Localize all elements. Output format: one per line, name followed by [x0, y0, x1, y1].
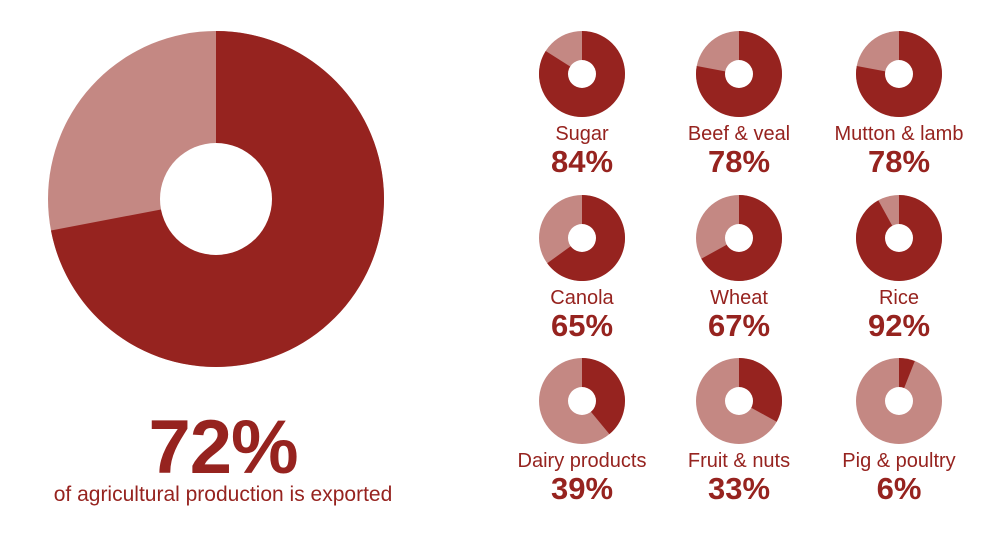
- main-caption: of agricultural production is exported: [53, 483, 393, 506]
- item-label: Pig & poultry: [842, 450, 956, 472]
- small-chart-sugar: Sugar 84%: [497, 31, 667, 181]
- donut-hole: [568, 60, 596, 88]
- donut-hole: [885, 387, 913, 415]
- item-percent: 84%: [550, 144, 614, 179]
- small-chart-dairy-products: Dairy products 39%: [497, 358, 667, 508]
- donut-hole: [725, 224, 753, 252]
- main-donut-hole: [160, 143, 272, 255]
- main-donut-chart: [48, 31, 384, 367]
- donut-hole: [885, 224, 913, 252]
- item-percent: 78%: [707, 144, 771, 179]
- small-chart-fruit-nuts: Fruit & nuts 33%: [654, 358, 824, 508]
- small-chart-beef-veal: Beef & veal 78%: [654, 31, 824, 181]
- item-percent: 65%: [550, 308, 614, 343]
- item-percent: 78%: [867, 144, 931, 179]
- donut-value-slice: [582, 358, 625, 435]
- small-chart-rice: Rice 92%: [814, 195, 984, 345]
- donut-hole: [568, 387, 596, 415]
- item-percent: 33%: [707, 471, 771, 506]
- item-percent: 39%: [550, 471, 614, 506]
- item-label: Canola: [550, 287, 614, 309]
- item-percent: 6%: [876, 471, 922, 506]
- donut-hole: [725, 60, 753, 88]
- donut-hole: [725, 387, 753, 415]
- item-label: Wheat: [710, 287, 768, 309]
- donut-wheat: [696, 195, 782, 281]
- small-chart-pig-poultry: Pig & poultry 6%: [814, 358, 984, 508]
- item-label: Beef & veal: [687, 123, 791, 145]
- donut-rice: [856, 195, 942, 281]
- small-chart-mutton-lamb: Mutton & lamb 78%: [814, 31, 984, 181]
- item-percent: 92%: [867, 308, 931, 343]
- donut-mutton-lamb: [856, 31, 942, 117]
- small-chart-wheat: Wheat 67%: [654, 195, 824, 345]
- donut-dairy-products: [539, 358, 625, 444]
- donut-sugar: [539, 31, 625, 117]
- donut-beef-veal: [696, 31, 782, 117]
- item-label: Sugar: [555, 123, 609, 145]
- donut-pig-poultry: [856, 358, 942, 444]
- donut-hole: [568, 224, 596, 252]
- main-percent: 72%: [148, 405, 298, 490]
- small-chart-canola: Canola 65%: [497, 195, 667, 345]
- item-label: Fruit & nuts: [687, 450, 791, 472]
- donut-canola: [539, 195, 625, 281]
- item-label: Dairy products: [517, 450, 647, 472]
- donut-fruit-nuts: [696, 358, 782, 444]
- donut-hole: [885, 60, 913, 88]
- item-label: Mutton & lamb: [834, 123, 964, 145]
- item-percent: 67%: [707, 308, 771, 343]
- item-label: Rice: [878, 287, 919, 309]
